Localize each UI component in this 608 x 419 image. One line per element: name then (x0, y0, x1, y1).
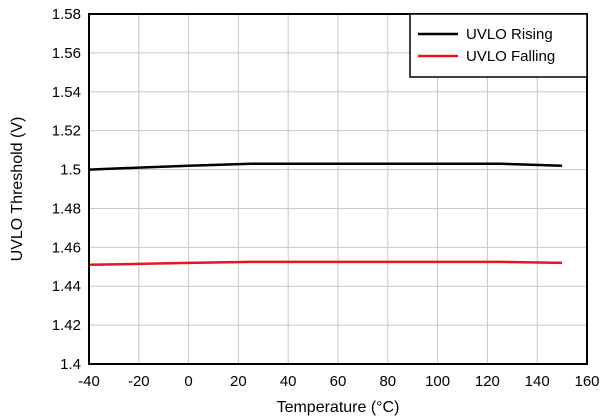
x-tick-label: 100 (425, 373, 450, 390)
x-tick-label: 40 (280, 373, 297, 390)
x-tick-label: 0 (184, 373, 192, 390)
y-tick-label: 1.4 (60, 356, 81, 373)
x-tick-label: -40 (78, 373, 100, 390)
x-tick-label: 140 (525, 373, 550, 390)
y-tick-label: 1.48 (52, 200, 81, 217)
series-line-uvlo-falling (88, 260, 563, 267)
x-tick-label: 60 (330, 373, 347, 390)
x-tick-label: 160 (574, 373, 599, 390)
legend-entry-label: UVLO Rising (466, 26, 553, 43)
y-axis-title: UVLO Threshold (V) (9, 117, 26, 262)
x-tick-labels: -40 -20 0 20 40 60 80 100 120 140 160 (78, 373, 599, 390)
x-tick-label: 80 (379, 373, 396, 390)
y-tick-label: 1.5 (60, 162, 81, 179)
y-tick-label: 1.58 (52, 6, 81, 23)
y-tick-label: 1.52 (52, 123, 81, 140)
y-tick-label: 1.54 (52, 84, 81, 101)
plot-frame (88, 13, 588, 365)
legend-box (409, 13, 588, 78)
x-axis-title: Temperature (°C) (277, 399, 400, 416)
y-tick-label: 1.46 (52, 239, 81, 256)
x-tick-label: 20 (230, 373, 247, 390)
legend-entry-label: UVLO Falling (466, 48, 555, 65)
x-tick-label: -20 (128, 373, 150, 390)
x-tick-label: 120 (475, 373, 500, 390)
y-tick-label: 1.56 (52, 45, 81, 62)
legend: UVLO Rising UVLO Falling (409, 13, 588, 78)
series-line-uvlo-rising (88, 162, 563, 171)
series-lines (88, 162, 563, 267)
y-tick-label: 1.42 (52, 317, 81, 334)
y-tick-labels: 1.4 1.42 1.44 1.46 1.48 1.5 1.52 1.54 1.56 1.58 (52, 6, 81, 373)
y-tick-label: 1.44 (52, 278, 81, 295)
